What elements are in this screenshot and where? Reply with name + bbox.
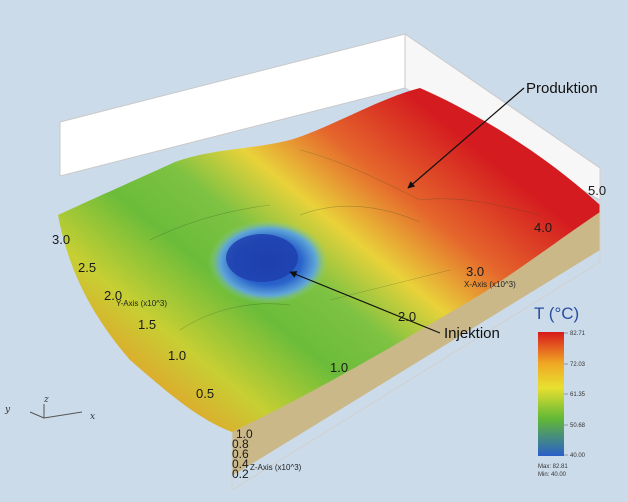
production-arrow: [407, 87, 525, 189]
triad-y-label: y: [4, 405, 11, 415]
y-tick-label: 2.0: [104, 288, 122, 303]
production-label: Produktion: [526, 80, 598, 97]
x-tick-label: 5.0: [588, 183, 606, 198]
y-tick-label: 1.5: [138, 317, 156, 332]
legend-color-bar: [538, 332, 564, 456]
legend-tick-label: 72.03: [570, 362, 586, 368]
y-axis: 0.5 1.0 1.5 2.0 2.5 3.0 Y-Axis (x10^3): [52, 232, 214, 401]
injection-label: Injektion: [444, 325, 500, 342]
z-tick-label: 1.0: [236, 427, 253, 441]
temperature-surface: [58, 88, 600, 476]
injection-callout: Injektion: [289, 271, 500, 342]
bounding-box: [59, 33, 601, 201]
surface-body: [58, 88, 600, 432]
injection-core: [226, 234, 298, 282]
legend-title: T (°C): [534, 304, 579, 323]
x-tick-label: 3.0: [466, 264, 484, 279]
orientation-triad: y z x: [4, 395, 95, 422]
legend-tick-label: 82.71: [570, 331, 586, 337]
box-front-edges: [231, 168, 601, 491]
x-axis-title: X-Axis (x10^3): [464, 280, 516, 289]
z-axis: 1.0 0.8 0.6 0.4 0.2 Z-Axis (x10^3): [232, 427, 302, 481]
z-tick-label: 0.2: [232, 467, 249, 481]
triad-x-label: x: [90, 412, 95, 422]
x-tick-label: 1.0: [330, 360, 348, 375]
y-axis-title: Y-Axis (x10^3): [116, 299, 167, 308]
x-tick-label: 4.0: [534, 220, 552, 235]
legend-min-label: Min: 40.00: [538, 472, 567, 478]
legend-tick-label: 61.35: [570, 392, 586, 398]
x-axis: 1.0 2.0 3.0 4.0 5.0 X-Axis (x10^3): [330, 183, 606, 375]
z-tick-label: 0.4: [232, 457, 249, 471]
legend-tick-label: 40.00: [570, 453, 586, 459]
y-tick-label: 1.0: [168, 348, 186, 363]
legend-tick-label: 50.68: [570, 423, 586, 429]
legend-max-label: Max: 82.81: [538, 464, 568, 470]
injection-arrow: [289, 271, 441, 334]
triad-z-label: z: [43, 395, 49, 405]
surface-contours: [149, 149, 541, 331]
z-tick-label: 0.8: [232, 437, 249, 451]
y-tick-label: 3.0: [52, 232, 70, 247]
production-callout: Produktion: [407, 80, 598, 189]
z-tick-label: 0.6: [232, 447, 249, 461]
y-tick-label: 0.5: [196, 386, 214, 401]
x-tick-label: 2.0: [398, 309, 416, 324]
z-axis-title: Z-Axis (x10^3): [250, 463, 302, 472]
color-legend: T (°C) 82.71 72.03 61.35 50.68 40.00 Max…: [534, 304, 586, 478]
y-tick-label: 2.5: [78, 260, 96, 275]
